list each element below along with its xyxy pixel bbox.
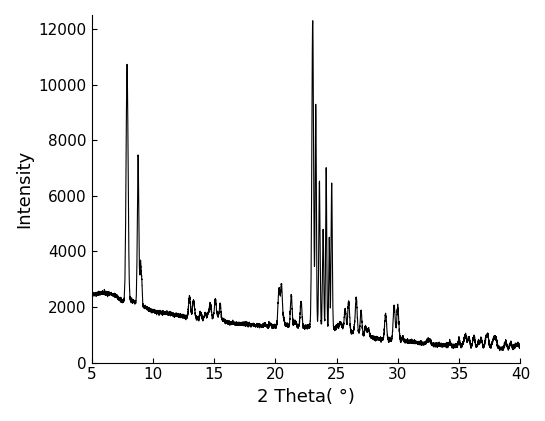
X-axis label: 2 Theta( °): 2 Theta( °) <box>257 388 355 406</box>
Y-axis label: Intensity: Intensity <box>15 150 33 228</box>
